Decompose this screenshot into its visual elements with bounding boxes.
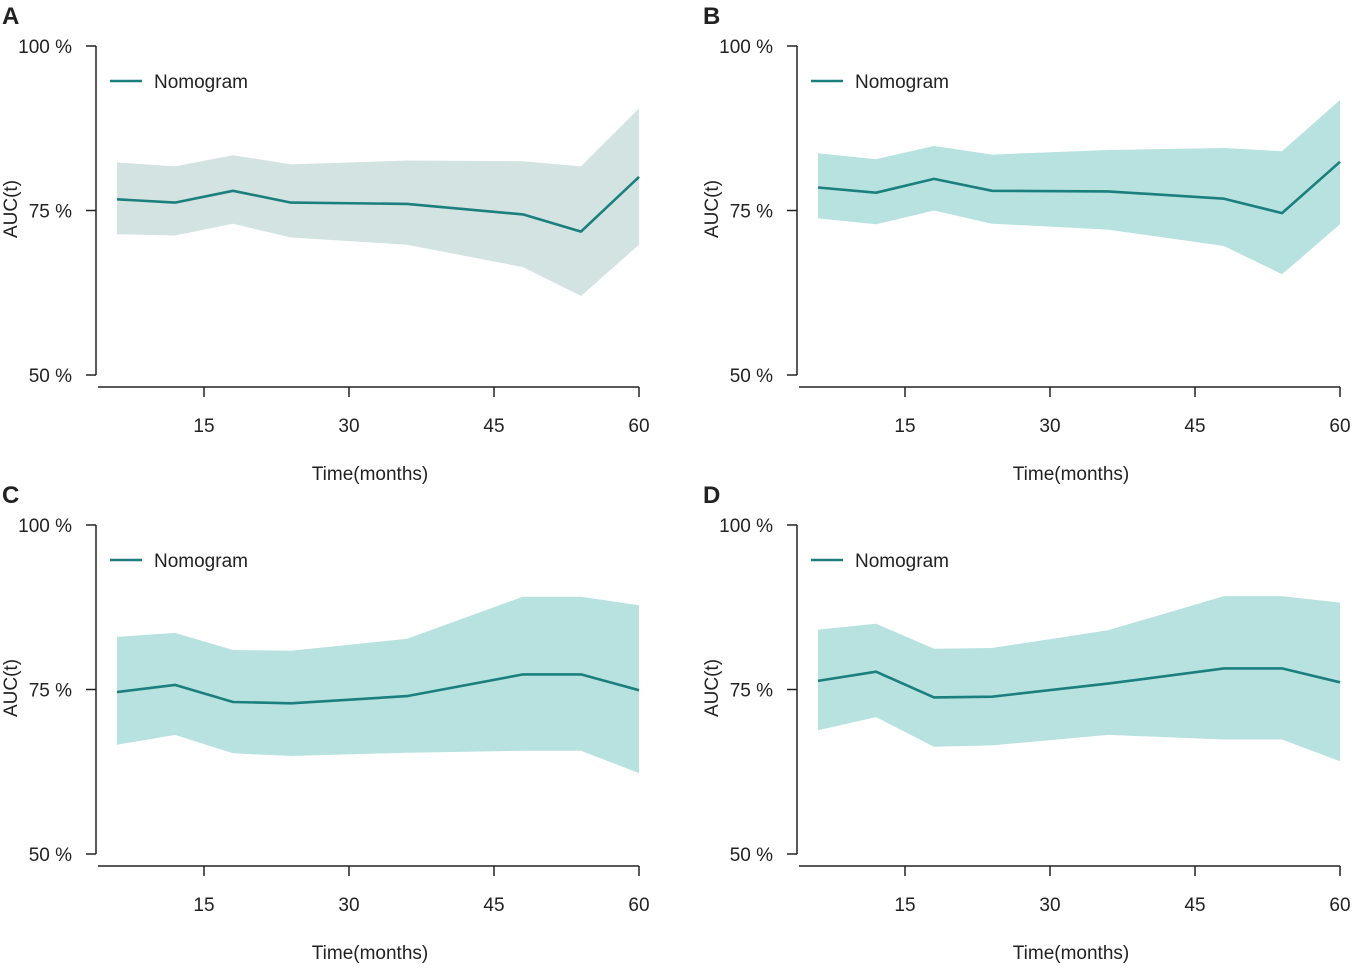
x-tick-label: 45 [483, 416, 504, 437]
y-tick-label: 50 % [730, 366, 773, 387]
x-axis-title: Time(months) [1013, 943, 1129, 964]
confidence-band [818, 596, 1340, 762]
x-tick-label: 60 [1329, 895, 1350, 916]
legend-label: Nomogram [154, 551, 248, 572]
y-axis-title: AUC(t) [1, 180, 22, 238]
x-axis-title: Time(months) [312, 464, 428, 485]
y-tick-label: 75 % [29, 681, 72, 702]
y-tick-label: 100 % [719, 37, 773, 58]
legend-label: Nomogram [855, 551, 949, 572]
legend-label: Nomogram [855, 72, 949, 93]
y-tick-label: 100 % [719, 516, 773, 537]
confidence-band [818, 100, 1340, 275]
x-tick-label: 60 [628, 895, 649, 916]
y-axis-title: AUC(t) [1, 659, 22, 717]
y-tick-label: 75 % [730, 202, 773, 223]
y-tick-label: 75 % [29, 202, 72, 223]
series-line-nomogram [116, 673, 640, 705]
chart-panel-a: A 50 % 75 % 100 % 15 30 45 60 Time(months) AUC(t)… [1, 3, 650, 485]
x-tick-label: 30 [338, 895, 359, 916]
y-tick-label: 50 % [730, 845, 773, 866]
x-axis-title: Time(months) [1013, 464, 1129, 485]
series-line-nomogram [817, 667, 1341, 699]
confidence-band [117, 596, 639, 774]
chart-panel-b: B 50 % 75 % 100 % 15 30 45 60 Time(months) AUC(t)… [702, 3, 1351, 485]
x-tick-label: 15 [894, 895, 915, 916]
series-line-nomogram [817, 160, 1341, 215]
x-tick-label: 15 [193, 416, 214, 437]
y-tick-label: 100 % [18, 516, 72, 537]
chart-panel-d: D 50 % 75 % 100 % 15 30 45 60 Time(months) AUC(t)… [702, 482, 1351, 964]
y-tick-label: 100 % [18, 37, 72, 58]
x-tick-label: 45 [483, 895, 504, 916]
x-tick-label: 45 [1184, 416, 1205, 437]
y-tick-label: 75 % [730, 681, 773, 702]
x-tick-label: 45 [1184, 895, 1205, 916]
confidence-band [117, 108, 639, 296]
x-tick-label: 60 [628, 416, 649, 437]
panel-letter: D [703, 482, 720, 509]
x-tick-label: 30 [338, 416, 359, 437]
panel-letter: A [2, 3, 19, 30]
x-tick-label: 30 [1039, 416, 1060, 437]
x-tick-label: 60 [1329, 416, 1350, 437]
chart-panel-c: C 50 % 75 % 100 % 15 30 45 60 Time(months) AUC(t)… [1, 482, 650, 964]
y-axis-title: AUC(t) [702, 180, 723, 238]
panel-letter: B [703, 3, 720, 30]
y-tick-label: 50 % [29, 845, 72, 866]
x-tick-label: 30 [1039, 895, 1060, 916]
x-tick-label: 15 [193, 895, 214, 916]
panel-letter: C [2, 482, 19, 509]
series-line-nomogram [116, 175, 640, 233]
legend-label: Nomogram [154, 72, 248, 93]
x-axis-title: Time(months) [312, 943, 428, 964]
y-axis-title: AUC(t) [702, 659, 723, 717]
y-tick-label: 50 % [29, 366, 72, 387]
x-tick-label: 15 [894, 416, 915, 437]
